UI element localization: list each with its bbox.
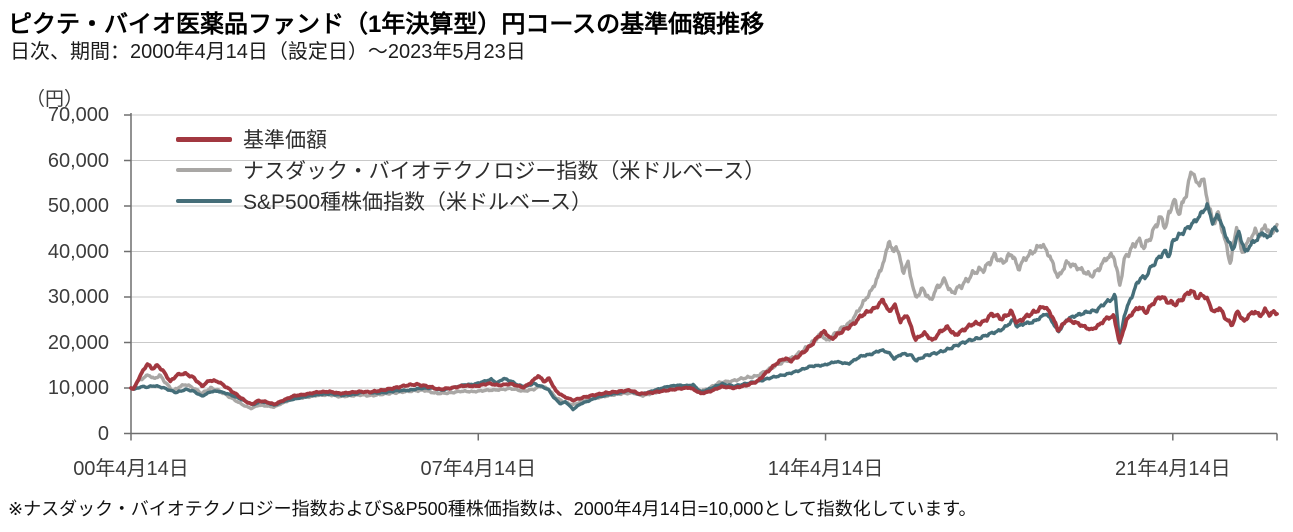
- footnote: ※ナスダック・バイオテクノロジー指数およびS&P500種株価指数は、2000年4…: [8, 499, 977, 519]
- legend-item-nav: 基準価額: [176, 127, 765, 152]
- page-title: ピクテ・バイオ医薬品ファンド（1年決算型）円コースの基準価額推移: [8, 11, 765, 38]
- y-tick-label: 40,000: [47, 240, 109, 263]
- x-tick-label: 14年4月14日: [767, 458, 884, 480]
- y-tick-label: 0: [97, 422, 109, 445]
- series-line-0: [129, 288, 1279, 407]
- y-tick-label: 60,000: [47, 149, 109, 172]
- y-tick-label: 70,000: [47, 104, 109, 126]
- nasdaq-biotech-line-swatch: [176, 168, 232, 172]
- y-tick-label: 50,000: [47, 195, 109, 217]
- x-tick-label: 21年4月14日: [1115, 458, 1231, 480]
- sp500-line-swatch: [176, 199, 232, 203]
- y-axis-unit-label: （円）: [26, 89, 84, 110]
- x-tick-label: 00年4月14日: [73, 458, 189, 480]
- y-tick-label: 30,000: [47, 286, 109, 308]
- legend-item-sp500: S&P500種株価指数（米ドルベース）: [176, 189, 765, 214]
- page-subtitle: 日次、期間：2000年4月14日（設定日）～2023年5月23日: [10, 41, 526, 63]
- legend-item-nasdaq-biotech: ナスダック・バイオテクノロジー指数（米ドルベース）: [176, 158, 766, 183]
- legend-label-nav: 基準価額: [243, 129, 327, 152]
- series-line-2: [129, 202, 1279, 412]
- x-tick-label: 07年4月14日: [420, 458, 537, 480]
- nav-line-swatch: [176, 136, 232, 142]
- legend-label-sp500: S&P500種株価指数（米ドルベース）: [243, 191, 593, 214]
- chart-legend: 基準価額 ナスダック・バイオテクノロジー指数（米ドルベース） S&P500種株価…: [176, 127, 766, 214]
- legend-label-nasdaq-biotech: ナスダック・バイオテクノロジー指数（米ドルベース）: [243, 160, 766, 183]
- y-tick-label: 20,000: [47, 331, 109, 354]
- y-tick-label: 10,000: [47, 377, 109, 399]
